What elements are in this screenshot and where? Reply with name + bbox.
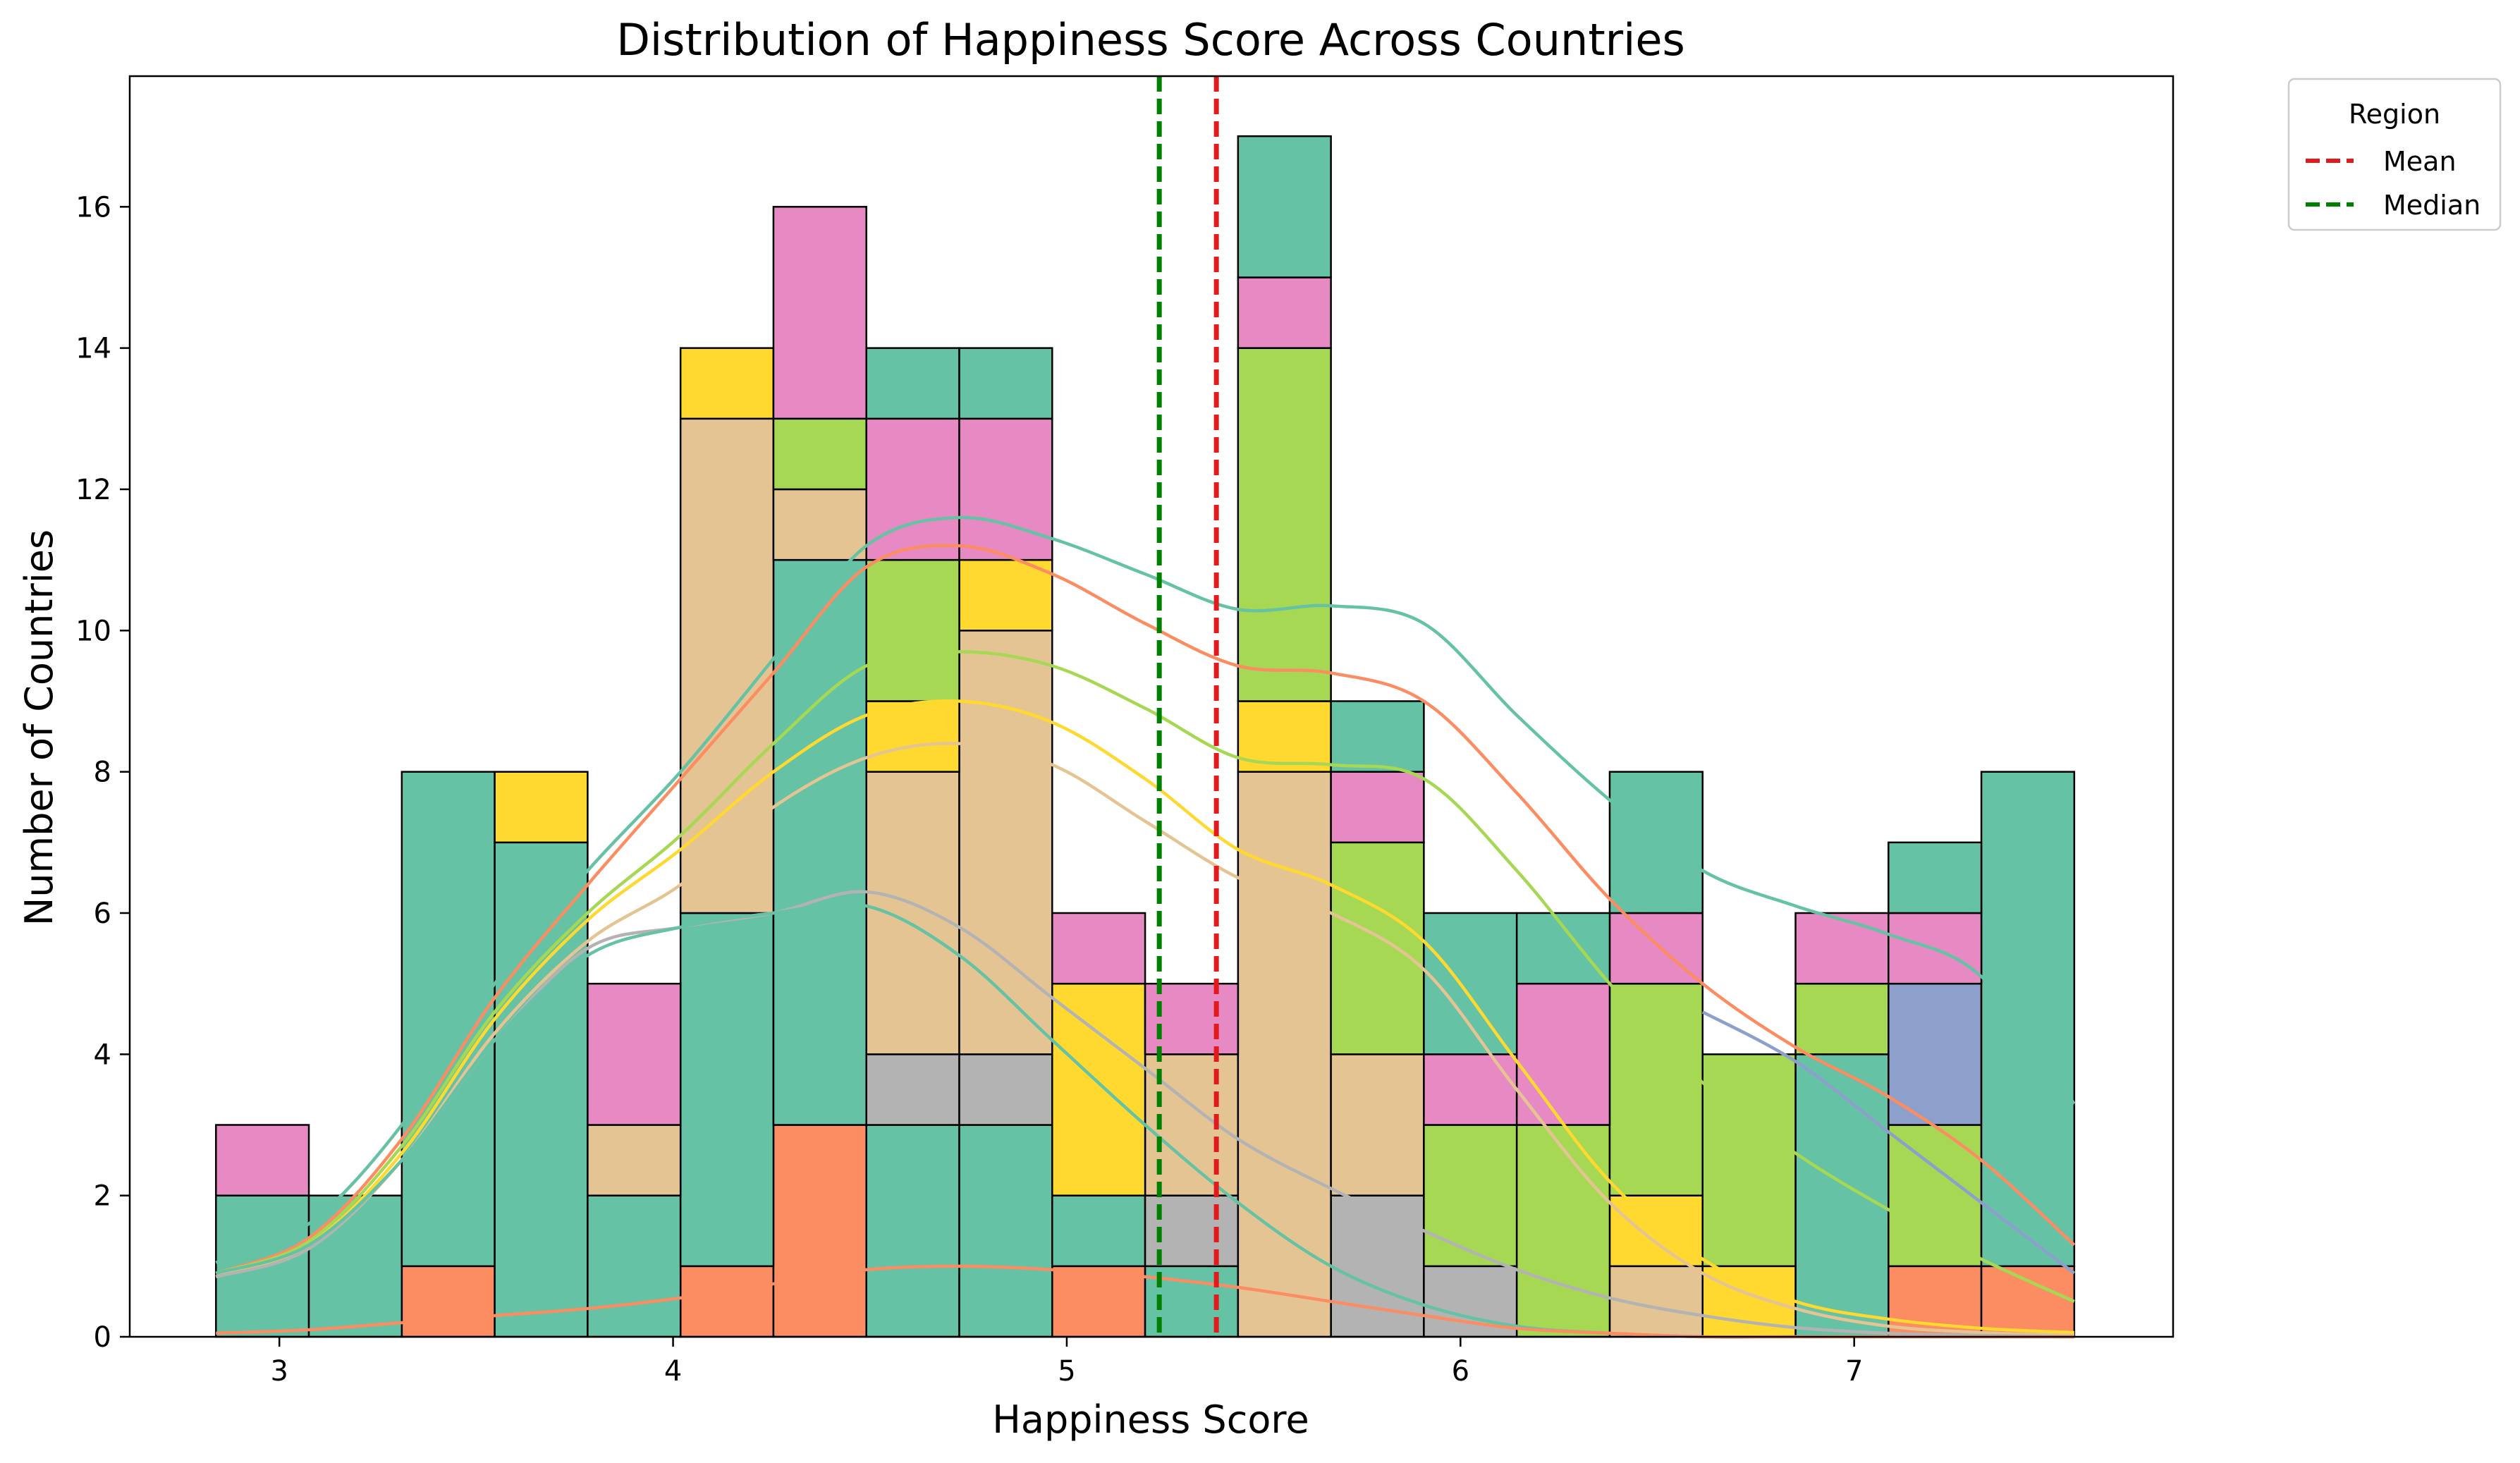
y-tick-label: 6 (94, 898, 111, 930)
hist-bar-segment-s3-b3 (494, 841, 589, 1338)
hist-bar-segment-s9-b14 (1515, 912, 1611, 985)
hist-bar-segment-s8-b14 (1515, 982, 1611, 1126)
y-tick-label: 0 (94, 1321, 111, 1354)
hist-bar-segment-s3-b4 (587, 1194, 682, 1338)
hist-bar-segment-s5-b7 (865, 771, 960, 1055)
kde-curve-3 (215, 699, 2074, 1335)
x-tick-label: 4 (664, 1355, 682, 1388)
y-tick-label: 2 (94, 1180, 111, 1213)
legend-label-median: Median (2383, 190, 2481, 221)
hist-bar-segment-s3-b5 (679, 912, 775, 1268)
y-axis: 0 2 4 6 8 10 12 14 16 (75, 191, 130, 1354)
hist-bar-segment-s7-b13 (1423, 1124, 1518, 1268)
hist-bar-segment-s8-b6 (772, 206, 867, 420)
hist-bar-segment-s3-b6 (772, 558, 867, 1126)
legend: Region Mean Median (2287, 78, 2502, 231)
hist-bar-segment-s8-b17 (1794, 912, 1890, 985)
hist-bar-segment-s7-b15 (1608, 982, 1704, 1196)
x-tick-label: 3 (270, 1355, 288, 1388)
x-axis: 3 4 5 6 7 (270, 1337, 1863, 1388)
reference-lines (1156, 76, 1219, 1337)
x-tick-label: 7 (1845, 1355, 1863, 1388)
hist-bar-segment-s9-b18 (1888, 841, 1983, 914)
hist-bar-segment-s8-b11 (1237, 276, 1332, 349)
hist-bar-segment-s8-b4 (587, 982, 682, 1126)
y-tick-label: 12 (75, 474, 111, 506)
hist-bar-segment-s9-b15 (1608, 771, 1704, 914)
hist-bar-segment-s0-b19 (1980, 1265, 2076, 1338)
kde-curve-4 (215, 742, 2074, 1337)
hist-bar-segment-s6-b9 (1051, 982, 1146, 1196)
hist-bar-segment-s8-b0 (215, 1124, 310, 1196)
legend-label-mean: Mean (2383, 146, 2457, 177)
legend-box (2287, 78, 2502, 231)
hist-bar-segment-s5-b6 (772, 488, 867, 561)
hist-bar-segment-s5-b4 (587, 1124, 682, 1196)
hist-bar-segment-s7-b16 (1701, 1053, 1797, 1268)
hist-bar-segment-s6-b8 (958, 558, 1053, 632)
hist-bar-segment-s5-b8 (958, 630, 1053, 1055)
hist-bar-segment-s0-b6 (772, 1124, 867, 1338)
hist-bar-segment-s5-b12 (1330, 1053, 1425, 1196)
hist-bar-segment-s5-b11 (1237, 771, 1332, 1338)
kde-curve-2 (215, 650, 2075, 1303)
kde-curve-1 (215, 544, 2076, 1275)
hist-bar-segment-s0-b9 (1051, 1265, 1146, 1338)
plot-area-frame (128, 75, 2175, 1338)
hist-bar-segment-s4-b8 (958, 1053, 1053, 1126)
hist-bar-segment-s6-b15 (1608, 1194, 1704, 1268)
hist-bar-segment-s4-b12 (1330, 1194, 1425, 1338)
hist-bar-segment-s8-b9 (1051, 912, 1146, 985)
hist-bar-segment-s7-b6 (772, 417, 867, 491)
hist-bar-segment-s1-b18 (1888, 1124, 1983, 1268)
hist-bar-segment-s3-b19 (1980, 771, 2076, 1268)
hist-bar-segment-s3-b7 (865, 1124, 960, 1338)
hist-bar-segment-s7-b11 (1237, 347, 1332, 702)
hist-bar-segment-s7-b12 (1330, 841, 1425, 1055)
y-tick-label: 14 (75, 333, 111, 365)
y-axis-label: Number of Countries (17, 530, 61, 926)
hist-bar-segment-s6-b3 (494, 771, 589, 844)
hist-bar-segment-s6-b5 (679, 347, 775, 420)
hist-bar-segment-s3-b9 (1051, 1194, 1146, 1268)
hist-bar-segment-s8-b13 (1423, 1053, 1518, 1126)
hist-bar-segment-s3-b8 (958, 1124, 1053, 1338)
hist-bar-segment-s9-b12 (1330, 700, 1425, 773)
hist-bar-segment-s5-b5 (679, 417, 775, 914)
x-axis-label: Happiness Score (992, 1397, 1309, 1442)
hist-bar-segment-s0-b2 (400, 1265, 496, 1338)
hist-bar-segment-s8-b8 (958, 417, 1053, 561)
hist-bar-segment-s9-b7 (865, 347, 960, 420)
kde-layer (215, 515, 2076, 1339)
hist-bar-segment-s4-b7 (865, 1053, 960, 1126)
hist-bar-segment-s9-b11 (1237, 135, 1332, 278)
kde-curve-0 (215, 515, 2076, 1264)
y-tick-label: 16 (75, 191, 111, 224)
legend-title: Region (2349, 99, 2440, 130)
chart-title: Distribution of Happiness Score Across C… (616, 14, 1685, 66)
hist-bar-segment-s0-b5 (679, 1265, 775, 1338)
y-tick-label: 4 (94, 1039, 111, 1071)
hist-bar-segment-s8-b12 (1330, 771, 1425, 844)
hist-bar-segment-s7-b7 (865, 558, 960, 702)
hist-bar-segment-s8-b7 (865, 417, 960, 561)
x-tick-label: 6 (1452, 1355, 1469, 1388)
hist-bar-segment-s3-b1 (307, 1194, 403, 1338)
bars-layer (215, 135, 2076, 1338)
hist-bar-segment-s7-b17 (1794, 982, 1890, 1055)
y-tick-label: 8 (94, 757, 111, 789)
hist-bar-segment-s9-b8 (958, 347, 1053, 420)
y-tick-label: 10 (75, 615, 111, 647)
x-tick-label: 5 (1058, 1355, 1075, 1388)
hist-bar-segment-s8-b10 (1144, 982, 1240, 1055)
kde-curve-7 (1701, 1010, 2076, 1275)
hist-bar-segment-s7-b14 (1515, 1124, 1611, 1338)
